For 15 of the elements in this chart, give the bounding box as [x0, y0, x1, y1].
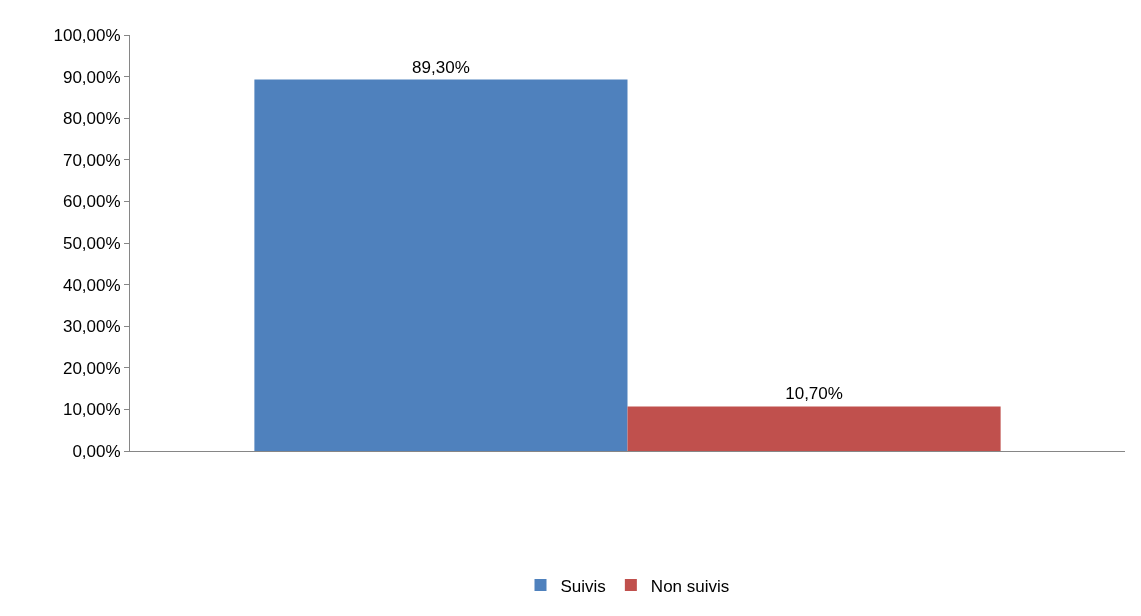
y-tick-label: 0,00% — [72, 441, 121, 461]
y-tick-label: 80,00% — [62, 109, 121, 129]
y-tick-label: 60,00% — [62, 192, 121, 212]
y-tick-label: 100,00% — [53, 25, 121, 45]
y-tick-label: 90,00% — [62, 67, 121, 87]
y-tick-label: 10,00% — [62, 400, 121, 420]
y-tick-label: 40,00% — [62, 275, 121, 295]
y-tick-label: 70,00% — [62, 150, 121, 170]
data-label: 89,30% — [412, 57, 470, 77]
legend-label: Non suivis — [650, 576, 730, 596]
legend-label: Suivis — [560, 576, 606, 596]
y-tick-label: 20,00% — [62, 358, 121, 378]
y-tick-label: 50,00% — [62, 233, 121, 253]
y-tick-label: 30,00% — [62, 317, 121, 337]
data-label: 10,70% — [785, 384, 843, 404]
